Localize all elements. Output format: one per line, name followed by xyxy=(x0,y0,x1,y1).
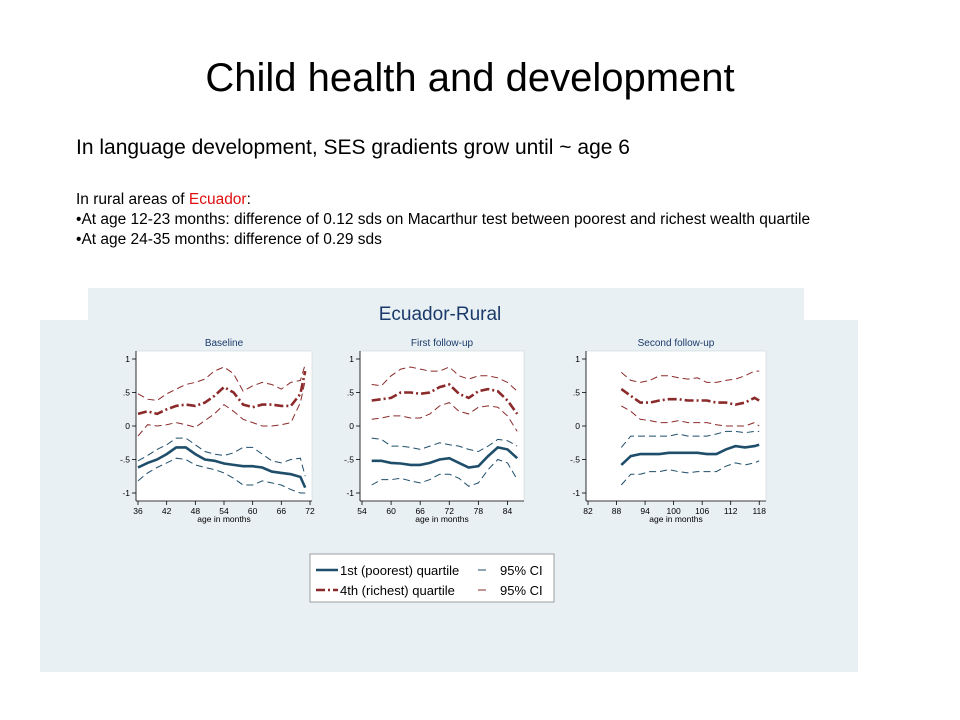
x-tick-label: 78 xyxy=(474,506,484,516)
y-tick-label: -1 xyxy=(122,488,130,498)
bullet-text: At age 24-35 months: difference of 0.29 … xyxy=(81,231,382,248)
x-tick-label: 100 xyxy=(667,506,681,516)
slide-title: Child health and development xyxy=(205,56,735,100)
chart-title: Ecuador-Rural xyxy=(379,304,502,325)
panel-title: First follow-up xyxy=(411,338,474,349)
richest-quartile-line xyxy=(371,383,519,415)
y-tick-label: 0 xyxy=(125,421,130,431)
y-tick-label: .5 xyxy=(573,388,580,398)
x-axis-label: age in months xyxy=(197,514,250,524)
y-tick-label: .5 xyxy=(347,388,354,398)
richest-ci-line xyxy=(620,370,760,383)
x-tick-label: 60 xyxy=(386,506,396,516)
y-tick-label: -.5 xyxy=(570,455,580,465)
intro-country: Ecuador xyxy=(188,191,247,208)
x-axis-label: age in months xyxy=(649,514,702,524)
body-text: In rural areas of Ecuador: •At age 12-23… xyxy=(76,190,896,250)
y-tick-label: -.5 xyxy=(344,455,354,465)
x-axis-label: age in months xyxy=(415,514,468,524)
poorest-ci-line xyxy=(137,437,306,477)
intro-prefix: In rural areas of xyxy=(76,191,189,208)
richest-ci-line xyxy=(137,380,306,437)
y-tick-label: 0 xyxy=(575,421,580,431)
intro-suffix: : xyxy=(246,191,251,208)
y-tick-label: 1 xyxy=(125,354,130,364)
richest-ci-line xyxy=(371,402,518,432)
x-tick-label: 36 xyxy=(133,506,143,516)
x-tick-label: 72 xyxy=(445,506,455,516)
x-tick-label: 106 xyxy=(695,506,709,516)
x-tick-label: 84 xyxy=(503,506,513,516)
bullet-item: •At age 12-23 months: difference of 0.12… xyxy=(76,210,896,230)
x-tick-label: 88 xyxy=(612,506,622,516)
plot-area xyxy=(359,350,525,502)
richest-ci-line xyxy=(137,364,306,402)
legend-ci-label: 95% CI xyxy=(500,563,543,578)
legend-label: 4th (richest) quartile xyxy=(340,583,455,598)
intro-line: In rural areas of Ecuador: xyxy=(76,190,896,210)
richest-ci-line xyxy=(371,366,518,392)
panel-title: Second follow-up xyxy=(638,338,715,349)
x-tick-label: 60 xyxy=(248,506,258,516)
y-tick-label: -1 xyxy=(346,488,354,498)
x-tick-label: 118 xyxy=(752,506,766,516)
poorest-ci-line xyxy=(371,437,518,453)
bullet-text: At age 12-23 months: difference of 0.12 … xyxy=(81,211,811,228)
legend-box xyxy=(309,553,555,603)
poorest-ci-line xyxy=(620,460,760,486)
slide-subtitle: In language development, SES gradients g… xyxy=(76,136,630,159)
bullet-marker: • xyxy=(76,231,82,248)
poorest-ci-line xyxy=(620,430,760,448)
x-tick-label: 48 xyxy=(191,506,201,516)
x-tick-label: 42 xyxy=(162,506,172,516)
y-tick-label: .5 xyxy=(123,388,130,398)
y-tick-label: -.5 xyxy=(120,455,130,465)
poorest-ci-line xyxy=(137,457,306,494)
x-tick-label: 54 xyxy=(219,506,229,516)
richest-quartile-line xyxy=(137,370,307,416)
bullet-marker: • xyxy=(76,211,82,228)
y-tick-label: 1 xyxy=(349,354,354,364)
legend-label: 1st (poorest) quartile xyxy=(340,563,459,578)
x-tick-label: 66 xyxy=(277,506,287,516)
poorest-ci-line xyxy=(371,458,518,487)
x-tick-label: 54 xyxy=(357,506,367,516)
poorest-quartile-line xyxy=(371,445,519,469)
plot-area xyxy=(135,350,313,502)
richest-ci-line xyxy=(621,405,760,427)
x-tick-label: 66 xyxy=(415,506,425,516)
bullet-item: •At age 24-35 months: difference of 0.29… xyxy=(76,230,896,250)
plot-area xyxy=(585,350,767,502)
y-tick-label: 0 xyxy=(349,421,354,431)
poorest-quartile-line xyxy=(620,443,760,466)
legend-ci-label: 95% CI xyxy=(500,583,543,598)
x-tick-label: 94 xyxy=(640,506,650,516)
x-tick-label: 112 xyxy=(724,506,738,516)
x-tick-label: 82 xyxy=(583,506,593,516)
y-tick-label: -1 xyxy=(572,488,580,498)
richest-quartile-line xyxy=(620,388,760,406)
poorest-quartile-line xyxy=(137,446,307,489)
panel-title: Baseline xyxy=(205,338,244,349)
y-tick-label: 1 xyxy=(575,354,580,364)
x-tick-label: 72 xyxy=(305,506,315,516)
